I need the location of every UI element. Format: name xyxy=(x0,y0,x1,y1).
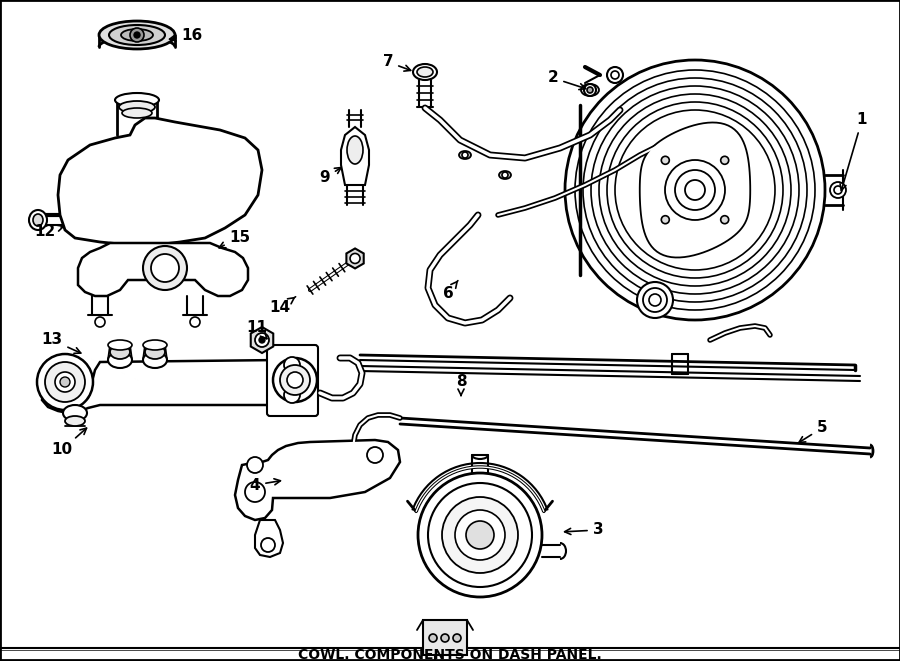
Ellipse shape xyxy=(121,29,153,41)
Circle shape xyxy=(261,538,275,552)
Circle shape xyxy=(60,377,70,387)
Circle shape xyxy=(367,447,383,463)
Ellipse shape xyxy=(499,171,511,179)
Circle shape xyxy=(565,60,825,320)
Polygon shape xyxy=(251,327,274,353)
Ellipse shape xyxy=(99,21,175,49)
Ellipse shape xyxy=(459,151,471,159)
Circle shape xyxy=(245,482,265,502)
Bar xyxy=(423,620,467,655)
Polygon shape xyxy=(640,122,751,258)
Polygon shape xyxy=(235,440,400,520)
Text: 8: 8 xyxy=(455,375,466,395)
Circle shape xyxy=(830,182,846,198)
Circle shape xyxy=(453,634,461,642)
Ellipse shape xyxy=(63,405,87,421)
Circle shape xyxy=(685,180,705,200)
Ellipse shape xyxy=(347,136,363,164)
Circle shape xyxy=(662,156,670,165)
Ellipse shape xyxy=(581,84,599,96)
Circle shape xyxy=(441,634,449,642)
Circle shape xyxy=(607,67,623,83)
Circle shape xyxy=(143,246,187,290)
Polygon shape xyxy=(255,520,283,557)
Circle shape xyxy=(259,337,265,343)
Circle shape xyxy=(130,28,144,42)
Circle shape xyxy=(584,84,596,96)
Circle shape xyxy=(649,294,661,306)
Polygon shape xyxy=(58,118,262,245)
Circle shape xyxy=(662,215,670,223)
Circle shape xyxy=(287,372,303,388)
Text: 12: 12 xyxy=(34,225,64,239)
Circle shape xyxy=(455,510,505,560)
Text: 7: 7 xyxy=(382,54,410,71)
Ellipse shape xyxy=(417,67,433,77)
Ellipse shape xyxy=(413,64,437,80)
Text: 15: 15 xyxy=(219,229,250,248)
Circle shape xyxy=(665,160,725,220)
Circle shape xyxy=(134,32,140,38)
Ellipse shape xyxy=(122,108,152,118)
Text: 11: 11 xyxy=(247,321,267,339)
Text: 14: 14 xyxy=(269,297,295,315)
Ellipse shape xyxy=(108,352,132,368)
Ellipse shape xyxy=(110,345,130,359)
Text: 6: 6 xyxy=(443,281,458,301)
Text: 10: 10 xyxy=(51,428,86,457)
Ellipse shape xyxy=(143,340,167,350)
Circle shape xyxy=(834,186,842,194)
Circle shape xyxy=(273,358,317,402)
Circle shape xyxy=(462,152,468,158)
Circle shape xyxy=(280,365,310,395)
Ellipse shape xyxy=(119,101,155,113)
Circle shape xyxy=(442,497,518,573)
FancyBboxPatch shape xyxy=(267,345,318,416)
Circle shape xyxy=(721,156,729,165)
Text: 5: 5 xyxy=(799,420,827,442)
Circle shape xyxy=(95,317,105,327)
Text: 3: 3 xyxy=(564,522,603,537)
Circle shape xyxy=(284,357,300,373)
Circle shape xyxy=(418,473,542,597)
Polygon shape xyxy=(346,249,364,268)
Text: COWL. COMPONENTS ON DASH PANEL.: COWL. COMPONENTS ON DASH PANEL. xyxy=(298,648,602,661)
Polygon shape xyxy=(341,127,369,185)
Circle shape xyxy=(587,87,593,93)
Circle shape xyxy=(55,372,75,392)
Ellipse shape xyxy=(109,25,165,45)
Circle shape xyxy=(151,254,179,282)
Circle shape xyxy=(284,387,300,403)
Circle shape xyxy=(190,317,200,327)
Circle shape xyxy=(429,634,437,642)
Circle shape xyxy=(350,253,360,264)
Text: 16: 16 xyxy=(169,28,202,42)
Ellipse shape xyxy=(115,93,159,107)
Circle shape xyxy=(721,215,729,223)
Text: 13: 13 xyxy=(41,332,81,354)
Ellipse shape xyxy=(108,340,132,350)
Circle shape xyxy=(45,362,85,402)
Ellipse shape xyxy=(143,352,167,368)
Circle shape xyxy=(466,521,494,549)
Circle shape xyxy=(37,354,93,410)
Ellipse shape xyxy=(145,345,165,359)
Ellipse shape xyxy=(29,210,47,230)
Circle shape xyxy=(637,282,673,318)
Ellipse shape xyxy=(33,214,43,226)
Circle shape xyxy=(255,333,269,347)
Circle shape xyxy=(247,457,263,473)
Text: 4: 4 xyxy=(249,477,281,492)
Circle shape xyxy=(675,170,715,210)
Text: 9: 9 xyxy=(320,167,341,186)
Ellipse shape xyxy=(65,416,85,426)
Polygon shape xyxy=(40,355,300,413)
Circle shape xyxy=(611,71,619,79)
Circle shape xyxy=(502,172,508,178)
Circle shape xyxy=(643,288,667,312)
Text: 1: 1 xyxy=(840,112,868,190)
Polygon shape xyxy=(78,243,248,296)
Circle shape xyxy=(428,483,532,587)
Text: 2: 2 xyxy=(547,71,586,90)
